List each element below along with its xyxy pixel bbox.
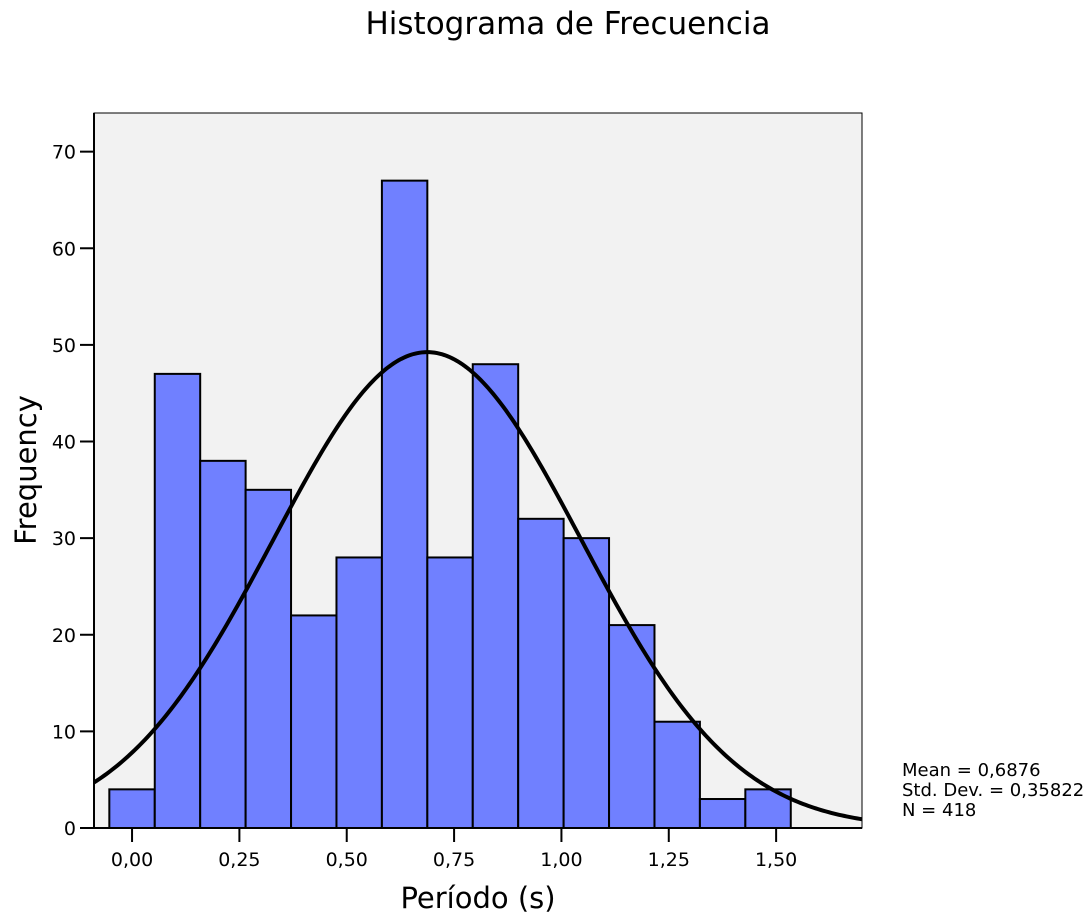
bars-group (108, 179, 792, 830)
histogram-bar (153, 372, 202, 829)
axes-group (93, 113, 862, 829)
y-tick-label: 60 (52, 238, 76, 260)
x-tick-label: 0,50 (326, 849, 368, 871)
x-tick-label: 1,25 (648, 849, 690, 871)
y-tick-label: 50 (52, 335, 76, 357)
y-axis-label: Frequency (9, 395, 43, 545)
x-axis-label: Período (s) (400, 881, 555, 915)
histogram-bar (698, 798, 747, 830)
histogram-bar (426, 556, 474, 830)
y-tick-label: 30 (52, 528, 76, 550)
histogram-bar (335, 556, 383, 830)
stats-n: N = 418 (902, 800, 976, 821)
stats-std-dev: Std. Dev. = 0,35822 (902, 780, 1084, 801)
x-tick-label: 1,00 (540, 849, 582, 871)
histogram-bar (471, 363, 520, 829)
stats-box: Mean = 0,6876 Std. Dev. = 0,35822 N = 41… (902, 760, 1084, 821)
x-axis-ticks: 0,00 0,25 0,50 0,75 1,00 1,25 1,50 (111, 828, 797, 871)
histogram-bar (244, 488, 293, 829)
stats-mean: Mean = 0,6876 (902, 760, 1041, 781)
chart-title: Histograma de Frecuencia (365, 6, 770, 42)
y-tick-label: 70 (52, 142, 76, 164)
histogram-bar (517, 517, 565, 829)
y-tick-label: 10 (52, 721, 76, 743)
y-tick-label: 0 (64, 818, 76, 840)
histogram-bar (653, 720, 701, 829)
normal-curve (92, 350, 863, 822)
histogram-bar (380, 179, 429, 829)
y-axis-ticks: 0 10 20 30 40 50 60 70 (52, 142, 94, 840)
x-tick-label: 1,50 (755, 849, 797, 871)
histogram-bar (108, 788, 156, 829)
y-tick-label: 40 (52, 432, 76, 454)
y-tick-label: 20 (52, 625, 76, 647)
x-tick-label: 0,75 (433, 849, 475, 871)
histogram-bar (562, 537, 611, 829)
histogram-bar (199, 459, 247, 829)
x-tick-label: 0,25 (218, 849, 260, 871)
x-tick-label: 0,00 (111, 849, 153, 871)
histogram-bar (290, 614, 338, 829)
